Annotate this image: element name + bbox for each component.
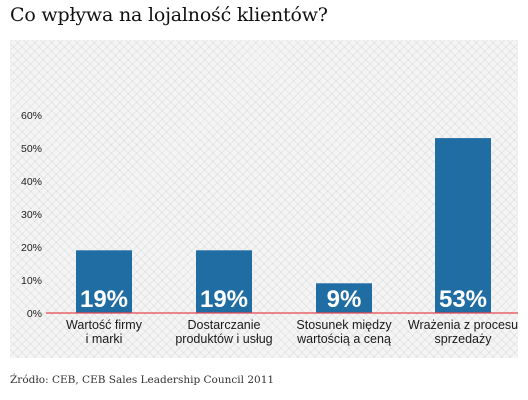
y-tick-label: 40%	[21, 176, 42, 188]
chart-title: Co wpływa na lojalność klientów?	[10, 4, 328, 26]
bar-value-label: 19%	[80, 286, 128, 313]
category-label: Stosunek między wartością a ceną	[296, 318, 392, 346]
y-tick-label: 10%	[21, 275, 42, 287]
category-label: Wartość firmy i marki	[66, 318, 143, 346]
bar	[435, 138, 491, 313]
bar	[76, 250, 132, 313]
category-label: Dostarczanie produktów i usług	[175, 318, 272, 346]
bar-value-label: 19%	[200, 286, 248, 313]
y-tick-label: 30%	[21, 209, 42, 221]
y-tick-label: 20%	[21, 242, 42, 254]
bar	[316, 283, 372, 313]
category-label: Wrażenia z procesu sprzedaży	[408, 318, 518, 346]
bar-value-label: 9%	[327, 286, 362, 313]
y-tick-label: 50%	[21, 143, 42, 155]
source-note: Źródło: CEB, CEB Sales Leadership Counci…	[10, 374, 275, 386]
bar	[196, 250, 252, 313]
bar-value-label: 53%	[439, 286, 487, 313]
y-tick-label: 0%	[27, 308, 42, 320]
y-tick-label: 60%	[21, 110, 42, 122]
